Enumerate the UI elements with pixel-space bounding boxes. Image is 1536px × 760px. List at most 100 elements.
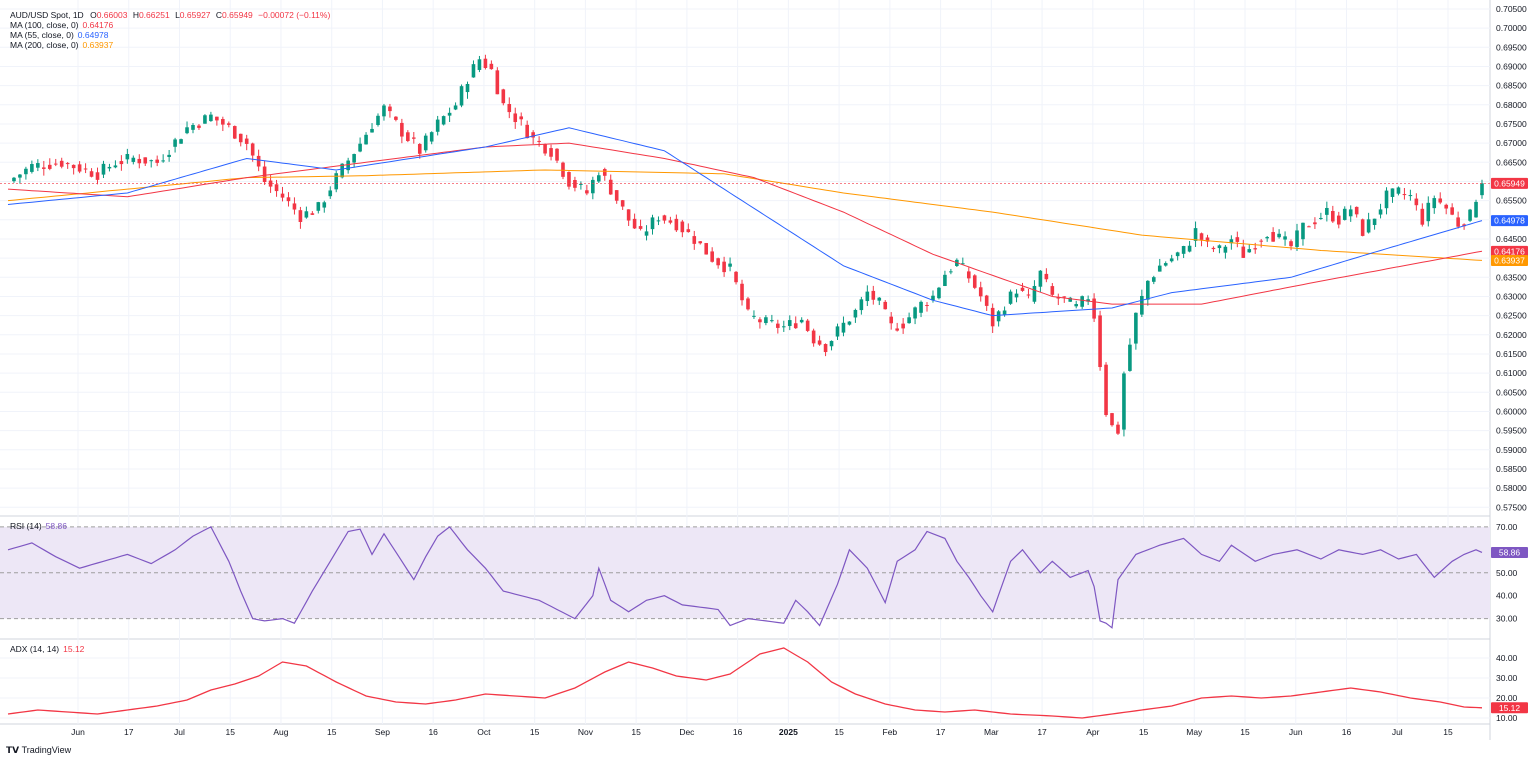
candle-body [865,291,870,302]
time-axis[interactable]: Jun 17 Jul 15 Aug 15 Sep 16 Oct 15 Nov 15 Dec 16 2025 1… [71,727,1453,737]
candle-body [937,287,941,299]
candle-body [1414,198,1419,206]
candle-body [662,215,667,221]
price-tick-label: 0.59000 [1496,445,1527,455]
candle-body [1438,198,1443,203]
candle-body [1247,249,1252,253]
candle-body [411,137,416,139]
candle-body [1116,424,1120,434]
candle-body [859,299,864,311]
candle-body [322,202,327,208]
candle-body [1360,219,1365,236]
candle-body [334,173,339,190]
price-tick-label: 0.61000 [1496,368,1527,378]
candle-body [185,127,189,134]
candle-body [364,134,368,145]
ma200-tag-bg [1491,255,1528,267]
time-tick-label: Aug [273,727,288,737]
candle-body [346,160,350,171]
candle-body [770,320,774,322]
time-tick-label: Jun [71,727,85,737]
candle-body [465,83,470,93]
price-tick-label: 0.70000 [1496,23,1527,33]
candle-body [883,301,888,310]
time-tick-label: 2025 [779,727,798,737]
candle-body [567,172,571,187]
candle-body [12,177,16,182]
candle-body [728,263,732,267]
candle-body [734,271,738,283]
candle-body [614,190,619,201]
candle-body [805,320,810,331]
candle-body [507,104,512,113]
time-tick-label: 15 [1240,727,1250,737]
candle-body [585,190,589,194]
price-tick-label: 0.65500 [1496,196,1527,206]
tradingview-logo[interactable]: 𝗧𝗩 TradingView [6,745,72,755]
candle-body [1151,277,1156,282]
candle-body [400,122,404,137]
candle-body [107,166,112,169]
candle-body [680,221,685,233]
candle-body [1235,237,1240,242]
candle-body [925,304,929,306]
candle-body [692,236,697,244]
legend-ma55[interactable]: MA (55, close, 0) 0.64978 [10,30,109,40]
price-tick-label: 0.58500 [1496,464,1527,474]
candle-body [101,163,106,175]
price-tick-label: 0.59500 [1496,426,1527,436]
price-tick-label: 0.62000 [1496,330,1527,340]
candle-body [674,218,679,231]
candle-body [1241,246,1246,258]
candle-body [1205,237,1210,242]
legend-ma200[interactable]: MA (200, close, 0) 0.63937 [10,40,114,50]
candle-body [817,340,822,345]
candle-body [1050,286,1055,295]
candle-body [1175,252,1180,257]
candle-body [429,132,434,142]
adx-line [7,647,1483,719]
adx-tick-label: 10.00 [1496,713,1518,723]
ma100-tag-bg [1491,245,1528,257]
time-tick-label: Mar [984,727,999,737]
legend-rsi[interactable]: RSI (14) 58.86 [10,521,67,531]
time-tick-label: Jul [174,727,185,737]
candle-body [1313,222,1317,225]
price-axis[interactable]: 0.70500 0.70000 0.69500 0.69000 0.68500 0.680… [1496,4,1527,723]
candle-body [602,169,607,176]
candle-body [1408,195,1413,197]
candle-body [1181,246,1186,254]
candle-body [632,218,637,229]
legend-adx[interactable]: ADX (14, 14) 15.12 [10,644,85,654]
candle-body [656,220,661,222]
candle-body [961,263,965,265]
candle-body [943,274,947,287]
candle-body [1169,258,1174,262]
candle-body [1283,236,1287,240]
candle-body [232,126,237,139]
price-tick-label: 0.69500 [1496,42,1527,52]
price-tick-label: 0.57500 [1496,502,1527,512]
legend-ma100[interactable]: MA (100, close, 0) 0.64176 [10,20,114,30]
candle-body [1474,201,1478,218]
ma100-line [7,142,1483,305]
candle-body [537,140,541,142]
candle-body [525,124,529,139]
close-tag: 0.65949 [1494,178,1525,188]
time-tick-label: Feb [883,727,898,737]
candle-body [1331,211,1335,222]
time-tick-label: 15 [631,727,641,737]
candle-body [650,217,655,230]
legend-symbol[interactable]: AUD/USD Spot, 1D [10,10,84,20]
candle-body [298,210,303,222]
candle-body [340,163,344,178]
candle-body [644,231,649,236]
time-tick-label: 15 [1443,727,1453,737]
rsi-band [0,526,1490,620]
price-tick-label: 0.64500 [1496,234,1527,244]
rsi-tick-label: 50.00 [1496,568,1518,578]
candle-body [1348,209,1353,217]
ma55-tag-bg [1491,215,1528,227]
price-tick-label: 0.68000 [1496,100,1527,110]
